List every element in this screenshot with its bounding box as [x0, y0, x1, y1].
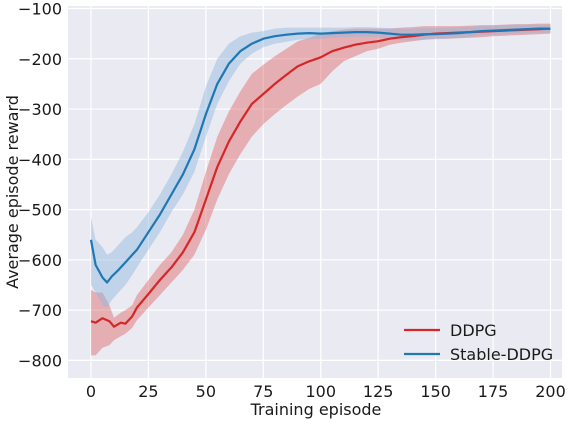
y-tick-label: −700 [18, 301, 62, 320]
y-tick-label: −400 [18, 150, 62, 169]
y-tick-label: −600 [18, 251, 62, 270]
y-tick-label: −500 [18, 201, 62, 220]
legend-label-stable-ddpg: Stable-DDPG [450, 345, 553, 364]
x-tick-label: 125 [363, 382, 394, 401]
y-tick-label: −300 [18, 100, 62, 119]
x-tick-label: 0 [86, 382, 96, 401]
stable-ddpg-line [89, 27, 551, 284]
y-axis-title: Average episode reward [3, 95, 22, 289]
x-tick-label: 150 [420, 382, 451, 401]
x-tick-label: 50 [196, 382, 216, 401]
x-tick-label: 25 [138, 382, 158, 401]
x-tick-label: 200 [535, 382, 566, 401]
x-tick-label: 100 [305, 382, 336, 401]
plot-area [68, 6, 562, 378]
stable-ddpg-confidence-band [91, 24, 551, 308]
y-tick-label: −200 [18, 50, 62, 69]
y-tick-label: −800 [18, 351, 62, 370]
x-tick-label: 175 [478, 382, 509, 401]
y-tick-label: −100 [18, 0, 62, 19]
x-axis-title: Training episode [250, 400, 382, 419]
legend-label-ddpg: DDPG [450, 321, 497, 340]
x-tick-label: 75 [253, 382, 273, 401]
